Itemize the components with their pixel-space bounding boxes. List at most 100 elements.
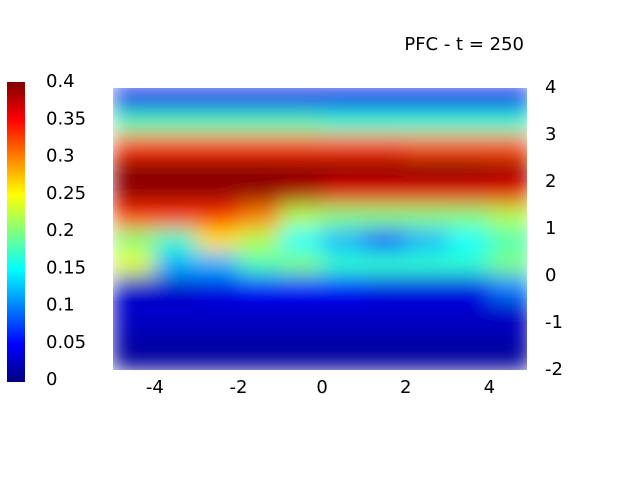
- heatmap-cell: [196, 111, 239, 136]
- x-tick-label: 2: [400, 377, 411, 398]
- heatmap-cell: [196, 228, 239, 253]
- y-tick-label: 0: [545, 265, 556, 286]
- heatmap-cell: [321, 322, 365, 347]
- heatmap-cell: [196, 158, 239, 183]
- heatmap-cell: [363, 299, 407, 324]
- heatmap-cell: [113, 111, 156, 136]
- heatmap-cell: [321, 275, 365, 300]
- heatmap-cell: [279, 275, 323, 300]
- heatmap-cell: [154, 88, 197, 112]
- colorbar-tick-label: 0.2: [46, 220, 75, 241]
- heatmap-cell: [113, 275, 156, 300]
- heatmap-cell: [489, 134, 527, 159]
- heatmap-cell: [113, 228, 156, 253]
- heatmap-cell: [321, 346, 365, 370]
- heatmap-cell: [405, 134, 448, 159]
- y-tick-label: 3: [545, 124, 556, 145]
- heatmap-cell: [154, 134, 197, 159]
- heatmap-cell: [196, 181, 239, 206]
- heatmap-cell: [447, 322, 490, 347]
- heatmap-cell: [489, 181, 527, 206]
- heatmap-cell: [238, 322, 281, 347]
- heatmap-cell: [447, 346, 490, 370]
- heatmap-cell: [489, 205, 527, 230]
- heatmap-cell: [489, 299, 527, 324]
- colorbar-tick-label: 0.25: [46, 183, 86, 204]
- heatmap-cell: [447, 158, 490, 183]
- heatmap-cell: [279, 158, 323, 183]
- heatmap-cell: [321, 181, 365, 206]
- heatmap-cell: [238, 88, 281, 112]
- heatmap-cell: [447, 134, 490, 159]
- heatmap-cell: [321, 88, 365, 112]
- y-tick-label: -2: [545, 359, 563, 380]
- heatmap-cell: [363, 158, 407, 183]
- heatmap-cell: [489, 228, 527, 253]
- x-tick-label: -4: [146, 377, 164, 398]
- chart-title: PFC - t = 250: [404, 34, 524, 55]
- heatmap-cell: [363, 346, 407, 370]
- x-tick-label: 4: [484, 377, 495, 398]
- heatmap-cell: [196, 252, 239, 277]
- heatmap-cell: [154, 111, 197, 136]
- heatmap-cell: [279, 252, 323, 277]
- heatmap-cell: [447, 299, 490, 324]
- heatmap-cell: [489, 88, 527, 112]
- heatmap-cell: [238, 275, 281, 300]
- heatmap-cell: [405, 111, 448, 136]
- colorbar-tick-label: 0.1: [46, 295, 75, 316]
- plot-area: [113, 88, 527, 370]
- heatmap-cell: [154, 299, 197, 324]
- heatmap-cell: [363, 205, 407, 230]
- heatmap-cell: [405, 346, 448, 370]
- heatmap-cell: [363, 88, 407, 112]
- heatmap-cell: [113, 252, 156, 277]
- heatmap-cell: [113, 134, 156, 159]
- heatmap-cell: [196, 275, 239, 300]
- heatmap-cell: [196, 299, 239, 324]
- heatmap-cell: [447, 181, 490, 206]
- heatmap-cell: [238, 346, 281, 370]
- heatmap-cell: [405, 299, 448, 324]
- heatmap-cell: [113, 322, 156, 347]
- heatmap-cell: [279, 134, 323, 159]
- y-tick-label: -1: [545, 312, 563, 333]
- heatmap-cell: [154, 158, 197, 183]
- heatmap-cell: [405, 205, 448, 230]
- heatmap-cell: [363, 228, 407, 253]
- heatmap-cell: [154, 275, 197, 300]
- heatmap-cell: [238, 228, 281, 253]
- colorbar-tick-label: 0.15: [46, 257, 86, 278]
- x-tick-label: 0: [316, 377, 327, 398]
- x-tick-label: -2: [229, 377, 247, 398]
- heatmap-cell: [238, 205, 281, 230]
- heatmap-cell: [279, 88, 323, 112]
- heatmap-cell: [113, 299, 156, 324]
- heatmap-cell: [238, 299, 281, 324]
- heatmap-cell: [321, 205, 365, 230]
- heatmap-cell: [447, 228, 490, 253]
- heatmap-cell: [363, 134, 407, 159]
- y-tick-label: 4: [545, 77, 556, 98]
- heatmap-cell: [489, 111, 527, 136]
- heatmap-cell: [279, 299, 323, 324]
- heatmap-cell: [321, 158, 365, 183]
- heatmap-cell: [279, 111, 323, 136]
- heatmap-cell: [405, 252, 448, 277]
- heatmap-cell: [363, 322, 407, 347]
- heatmap-cell: [447, 275, 490, 300]
- heatmap-cell: [196, 322, 239, 347]
- colorbar-tick-label: 0.05: [46, 332, 86, 353]
- heatmap-cell: [405, 228, 448, 253]
- colorbar-tick-label: 0.3: [46, 146, 75, 167]
- heatmap-cell: [447, 252, 490, 277]
- heatmap-cell: [363, 181, 407, 206]
- heatmap-cell: [279, 346, 323, 370]
- heatmap-cell: [113, 158, 156, 183]
- heatmap-cell: [238, 134, 281, 159]
- heatmap-cell: [238, 252, 281, 277]
- heatmap-cell: [154, 322, 197, 347]
- heatmap-cell: [489, 322, 527, 347]
- colorbar-tick-label: 0.4: [46, 71, 75, 92]
